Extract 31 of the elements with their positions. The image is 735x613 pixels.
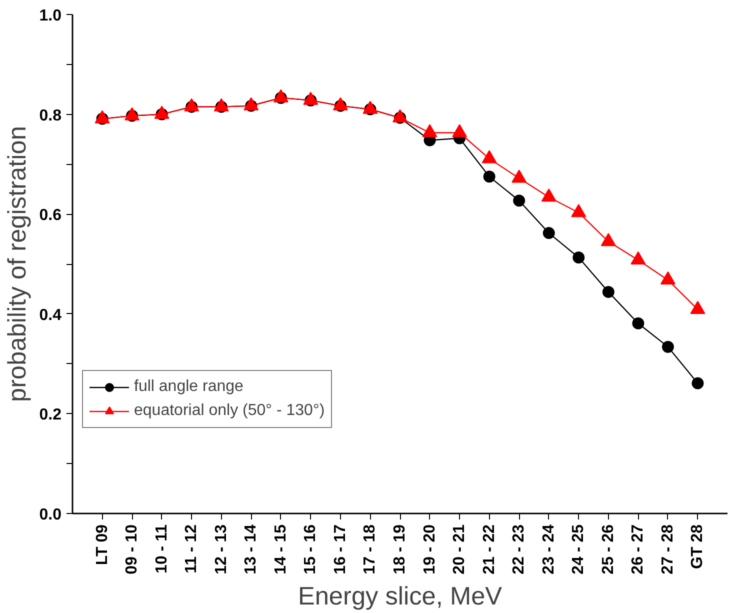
x-tick-label: 14 - 15 [272,524,290,574]
x-tick-label: 20 - 21 [451,524,468,574]
x-tick-label: 25 - 26 [600,524,617,574]
y-tick-label: 0.4 [39,306,62,324]
x-tick-label: 16 - 17 [332,524,349,574]
x-axis-title: Energy slice, MeV [298,582,502,610]
y-tick-label: 0.2 [39,406,62,424]
x-tick-label: 24 - 25 [570,524,588,574]
x-tick-label: 09 - 10 [124,524,141,574]
x-tick-label: 27 - 28 [659,524,676,574]
x-tick-label: 18 - 19 [392,524,408,574]
x-tick-label: LT 09 [94,524,111,566]
legend-label: full angle range [134,378,244,396]
y-tick-label: 1.0 [39,8,62,24]
x-tick-label: 26 - 27 [630,524,647,574]
x-tick-label: 13 - 14 [242,524,260,574]
legend-label: equatorial only (50° - 130°) [134,402,325,420]
y-tick-label: 0.0 [39,506,62,524]
x-tick-label: 22 - 23 [510,524,528,574]
x-tick-label: 11 - 12 [183,524,200,574]
y-tick-label: 0.8 [39,107,62,124]
y-axis-title: probability of registration [3,126,32,402]
x-tick-label: 19 - 20 [421,524,438,574]
x-tick-label: 12 - 13 [212,524,230,574]
x-tick-label: 10 - 11 [153,524,170,574]
x-tick-label: GT 28 [689,524,706,569]
x-tick-label: 21 - 22 [480,524,498,574]
x-tick-label: 23 - 24 [540,524,558,574]
x-tick-label: 17 - 18 [362,524,379,574]
y-tick-label: 0.6 [39,207,62,224]
x-tick-label: 15 - 16 [302,524,320,574]
